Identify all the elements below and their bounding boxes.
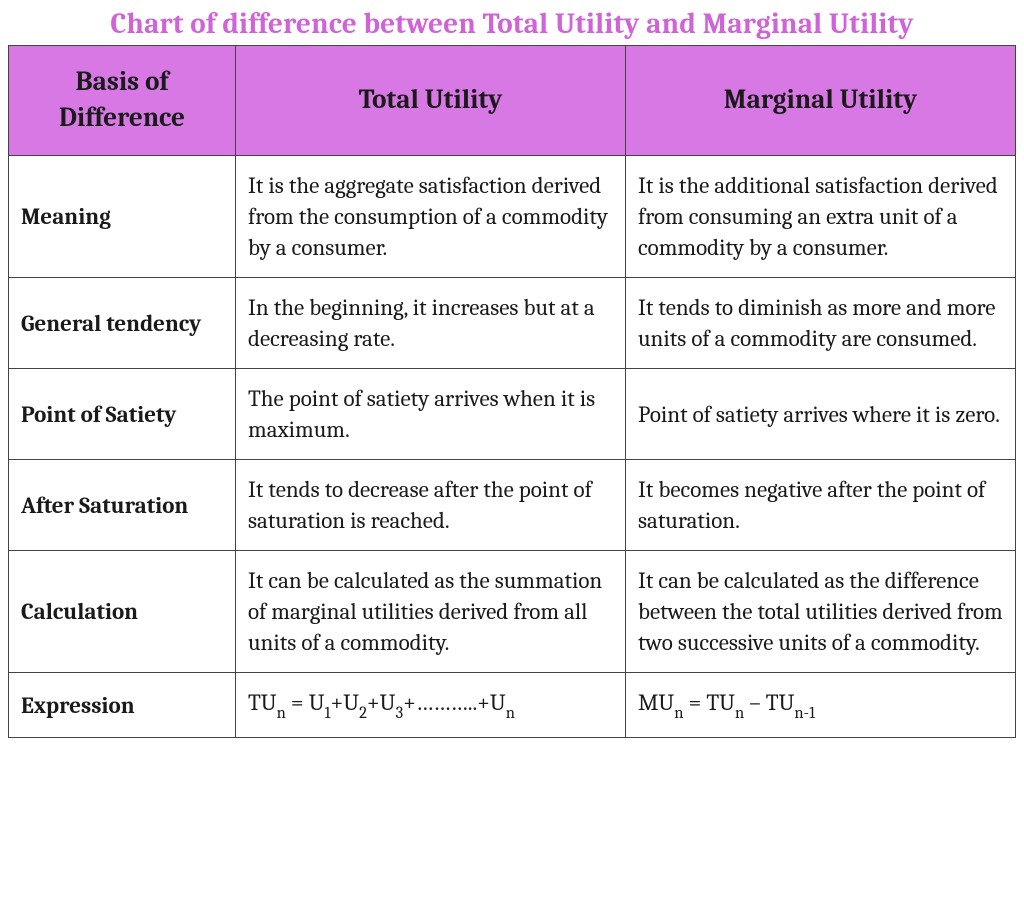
- cell-total: It tends to decrease after the point of …: [236, 460, 626, 551]
- cell-basis: Meaning: [9, 155, 236, 277]
- col-header-marginal: Marginal Utility: [626, 46, 1016, 156]
- cell-marginal: Point of satiety arrives where it is zer…: [626, 369, 1016, 460]
- table-row: Expression TUn = U1+U2+U3+………..+Un MUn =…: [9, 673, 1016, 738]
- cell-marginal: It tends to diminish as more and more un…: [626, 278, 1016, 369]
- table-row: Calculation It can be calculated as the …: [9, 551, 1016, 673]
- cell-basis: After Saturation: [9, 460, 236, 551]
- cell-marginal-expression: MUn = TUn – TUn-1: [626, 673, 1016, 738]
- cell-basis: Expression: [9, 673, 236, 738]
- table-header-row: Basis of Difference Total Utility Margin…: [9, 46, 1016, 156]
- cell-total: It is the aggregate satisfaction derived…: [236, 155, 626, 277]
- cell-total-expression: TUn = U1+U2+U3+………..+Un: [236, 673, 626, 738]
- table-row: Point of Satiety The point of satiety ar…: [9, 369, 1016, 460]
- comparison-table: Basis of Difference Total Utility Margin…: [8, 45, 1016, 738]
- cell-marginal: It is the additional satisfaction derive…: [626, 155, 1016, 277]
- table-row: After Saturation It tends to decrease af…: [9, 460, 1016, 551]
- cell-basis: General tendency: [9, 278, 236, 369]
- chart-title: Chart of difference between Total Utilit…: [8, 8, 1016, 41]
- cell-total: It can be calculated as the summation of…: [236, 551, 626, 673]
- table-row: Meaning It is the aggregate satisfaction…: [9, 155, 1016, 277]
- cell-basis: Point of Satiety: [9, 369, 236, 460]
- col-header-total: Total Utility: [236, 46, 626, 156]
- cell-marginal: It becomes negative after the point of s…: [626, 460, 1016, 551]
- cell-total: In the beginning, it increases but at a …: [236, 278, 626, 369]
- col-header-basis: Basis of Difference: [9, 46, 236, 156]
- cell-marginal: It can be calculated as the difference b…: [626, 551, 1016, 673]
- table-row: General tendency In the beginning, it in…: [9, 278, 1016, 369]
- cell-basis: Calculation: [9, 551, 236, 673]
- cell-total: The point of satiety arrives when it is …: [236, 369, 626, 460]
